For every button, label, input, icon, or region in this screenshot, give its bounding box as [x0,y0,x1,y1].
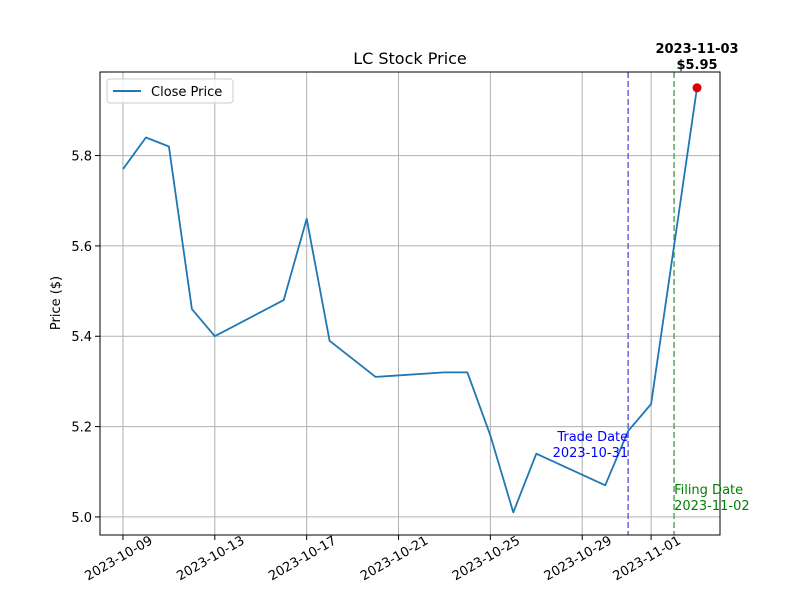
filing-date-value: 2023-11-02 [674,499,750,514]
plot-frame [99,71,721,536]
data-point-close-price [443,371,445,373]
legend: Close Price [106,78,234,104]
series-line-close-price [122,87,698,514]
data-point-close-price [145,136,147,138]
y-axis-label: Price ($) [49,276,64,330]
y-tick-label: 5.4 [71,330,92,345]
data-point-close-price [214,335,216,337]
y-tick-label: 5.2 [71,421,92,436]
legend-box [106,78,234,104]
highlight-date-label: 2023-11-03 [655,42,738,57]
data-point-close-price [604,484,606,486]
data-point-close-price [512,511,514,513]
trade-date-label: Trade Date [556,430,628,445]
vertical-marker-layer [627,72,675,535]
filing-date-label: Filing Date [674,483,743,498]
data-point-close-price [535,452,537,454]
y-tick-label: 5.6 [71,240,92,255]
data-point-close-price [168,145,170,147]
highlight-point [692,83,702,93]
data-point-close-price [374,376,376,378]
data-point-close-price [650,403,652,405]
y-tick-label: 5.8 [71,150,92,165]
chart-title: LC Stock Price [353,49,467,68]
data-point-close-price [489,434,491,436]
trade-date-value: 2023-10-31 [553,446,629,461]
series-layer [122,87,698,514]
data-point-close-price [328,340,330,342]
data-point-close-price [191,308,193,310]
grid-layer [100,72,720,535]
data-point-close-price [305,218,307,220]
data-point-close-price [122,168,124,170]
data-point-close-price [466,371,468,373]
y-tick-label: 5.0 [71,511,92,526]
highlight-price-label: $5.95 [676,58,717,73]
legend-label-close-price: Close Price [151,85,222,100]
data-point-close-price [283,299,285,301]
